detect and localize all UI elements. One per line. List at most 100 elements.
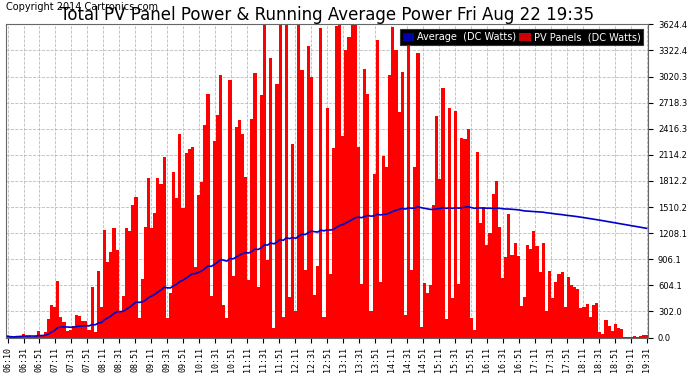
Bar [131,204,135,338]
Bar [257,287,259,338]
Bar [157,178,159,338]
Bar [75,315,78,338]
Bar [279,18,282,338]
Bar [629,337,633,338]
Bar [491,194,495,338]
Bar [106,262,109,338]
Bar [288,297,291,338]
Bar [59,317,62,338]
Bar [444,319,448,338]
Bar [395,50,397,338]
Bar [601,334,604,338]
Bar [88,330,90,338]
Bar [429,285,432,338]
Bar [322,317,326,338]
Bar [523,297,526,338]
Bar [291,144,294,338]
Bar [454,111,457,338]
Bar [485,245,489,338]
Bar [413,166,416,338]
Bar [435,116,438,338]
Bar [178,134,181,338]
Bar [250,119,253,338]
Bar [253,73,257,338]
Bar [342,136,344,338]
Bar [266,260,269,338]
Bar [451,298,454,338]
Bar [109,252,112,338]
Bar [614,324,617,338]
Bar [147,178,150,338]
Bar [100,307,103,338]
Bar [94,332,97,338]
Bar [21,334,25,338]
Bar [442,88,444,338]
Bar [210,296,213,338]
Bar [206,94,210,338]
Bar [103,230,106,338]
Bar [78,316,81,338]
Bar [247,280,250,338]
Bar [532,231,535,338]
Bar [6,336,9,338]
Bar [582,308,586,338]
Bar [285,18,288,338]
Bar [244,177,247,338]
Bar [34,336,37,338]
Bar [235,127,238,338]
Bar [72,326,75,338]
Bar [410,270,413,338]
Bar [466,129,470,338]
Bar [15,336,19,338]
Bar [620,329,623,338]
Bar [627,337,629,338]
Bar [388,75,391,338]
Bar [81,321,84,338]
Bar [501,278,504,338]
Bar [404,315,407,338]
Bar [617,328,620,338]
Bar [476,152,479,338]
Bar [607,327,611,338]
Bar [354,21,357,338]
Bar [181,208,184,338]
Bar [194,267,197,338]
Bar [300,70,304,338]
Bar [328,274,332,338]
Bar [416,53,420,338]
Bar [204,126,206,338]
Bar [216,116,219,338]
Bar [232,276,235,338]
Bar [348,37,351,338]
Title: Total PV Panel Power & Running Average Power Fri Aug 22 19:35: Total PV Panel Power & Running Average P… [60,6,594,24]
Bar [200,182,204,338]
Bar [175,198,178,338]
Bar [589,317,592,338]
Bar [642,335,645,338]
Bar [511,255,513,338]
Bar [294,312,297,338]
Bar [141,279,144,338]
Bar [426,293,429,338]
Bar [513,243,517,338]
Bar [357,147,360,338]
Bar [326,108,328,338]
Bar [554,282,558,338]
Bar [119,310,122,338]
Bar [222,305,226,338]
Bar [269,58,273,338]
Bar [128,231,131,338]
Bar [66,331,68,338]
Bar [344,50,348,338]
Bar [122,296,125,338]
Bar [112,228,116,338]
Bar [558,274,560,338]
Bar [576,289,580,338]
Bar [150,228,153,338]
Bar [188,148,191,338]
Bar [382,156,385,338]
Bar [551,298,554,338]
Bar [420,327,423,338]
Bar [495,181,498,338]
Bar [507,214,511,338]
